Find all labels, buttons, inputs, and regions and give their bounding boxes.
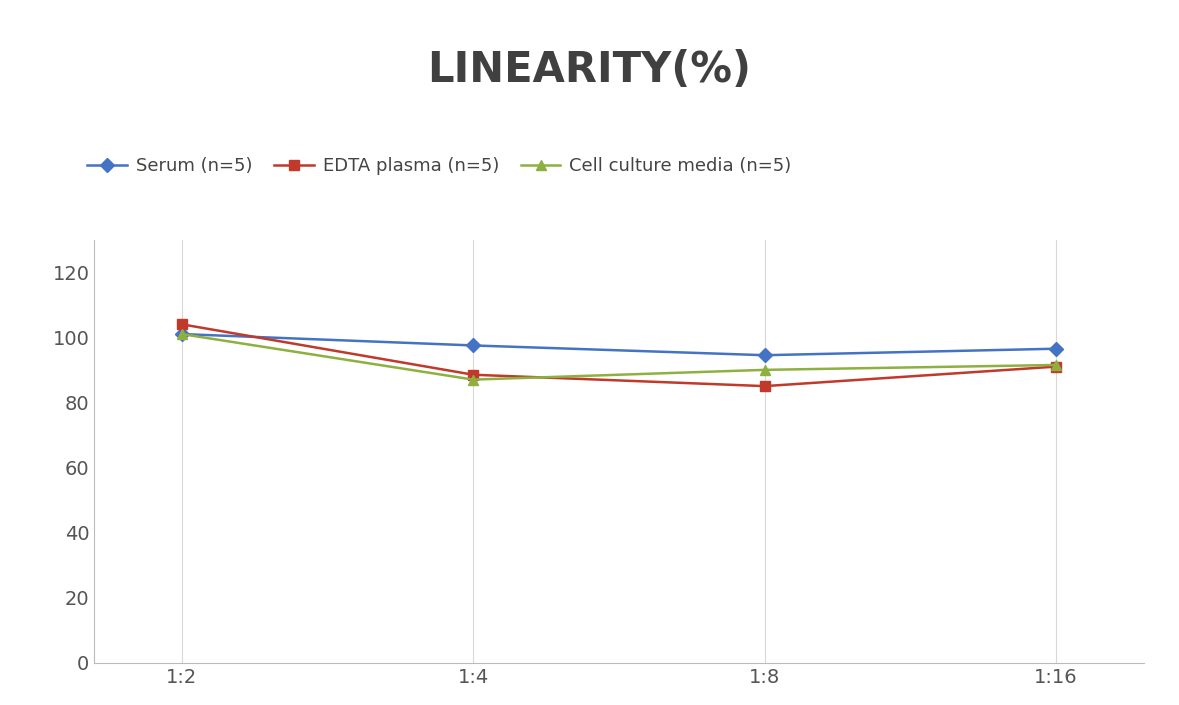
- EDTA plasma (n=5): [1049, 362, 1063, 371]
- Cell culture media (n=5): [174, 330, 189, 338]
- Cell culture media (n=5): [1049, 361, 1063, 369]
- Serum (n=5): [1049, 345, 1063, 353]
- Cell culture media (n=5): [466, 375, 480, 384]
- Line: Serum (n=5): Serum (n=5): [177, 329, 1061, 360]
- Cell culture media (n=5): [758, 366, 772, 374]
- EDTA plasma (n=5): [174, 320, 189, 329]
- Serum (n=5): [466, 341, 480, 350]
- EDTA plasma (n=5): [758, 382, 772, 391]
- Serum (n=5): [758, 351, 772, 360]
- Line: EDTA plasma (n=5): EDTA plasma (n=5): [177, 319, 1061, 391]
- EDTA plasma (n=5): [466, 371, 480, 379]
- Serum (n=5): [174, 330, 189, 338]
- Legend: Serum (n=5), EDTA plasma (n=5), Cell culture media (n=5): Serum (n=5), EDTA plasma (n=5), Cell cul…: [80, 150, 799, 183]
- Text: LINEARITY(%): LINEARITY(%): [428, 49, 751, 92]
- Line: Cell culture media (n=5): Cell culture media (n=5): [177, 329, 1061, 384]
